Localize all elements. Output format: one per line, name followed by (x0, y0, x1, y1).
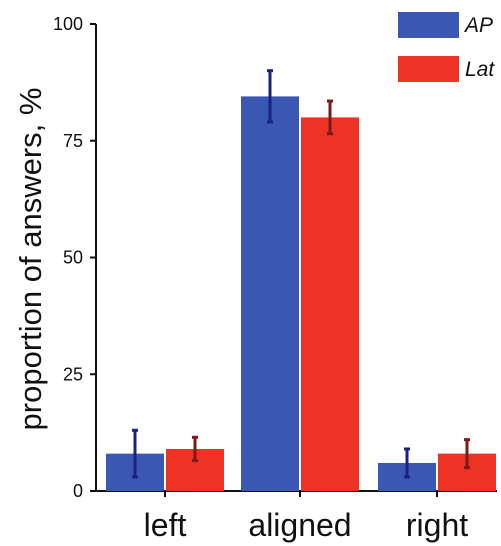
error-bars-layer (132, 69, 470, 479)
y-tick-label: 100 (53, 14, 83, 34)
y-tick-label: 0 (73, 481, 83, 501)
y-tick-label: 50 (63, 248, 83, 268)
legend: AP Lat (398, 12, 495, 82)
y-tick-label: 75 (63, 131, 83, 151)
bars-layer (106, 96, 496, 492)
legend-label-lat: Lat (465, 58, 495, 81)
y-axis-title: proportion of answers, % (13, 88, 48, 431)
x-category-label: right (406, 507, 468, 543)
legend-swatch-ap (398, 12, 459, 38)
y-tick-label: 25 (63, 364, 83, 384)
legend-label-ap: AP (463, 14, 493, 37)
legend-swatch-lat (398, 56, 459, 82)
labels-layer: 0 25 50 75 100 left aligned right (53, 14, 468, 543)
bar-ap-aligned (241, 96, 299, 491)
x-category-label: aligned (248, 507, 351, 543)
bar-lat-aligned (301, 117, 359, 492)
x-category-label: left (144, 507, 187, 543)
